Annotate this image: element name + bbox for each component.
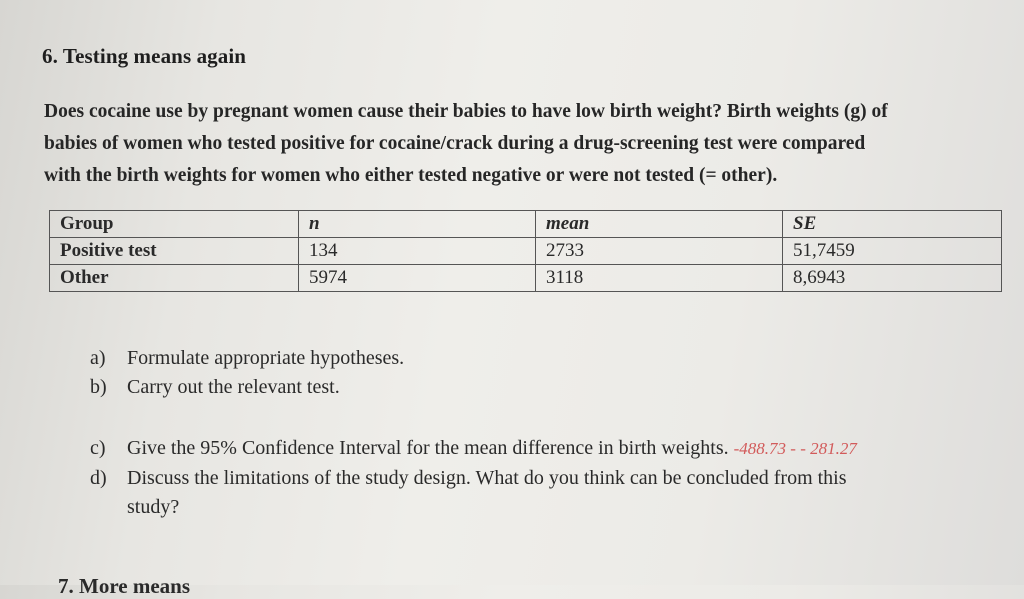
question-text: Carry out the relevant test. (127, 376, 340, 398)
header-group: Group (49, 210, 299, 238)
intro-line: babies of women who tested positive for … (44, 133, 866, 154)
handwritten-answer: -488.73 - - 281.27 (733, 439, 857, 458)
cell-group: Other (49, 264, 299, 292)
table-row: Positive test 134 2733 51,7459 (49, 237, 1002, 265)
intro-line: with the birth weights for women who eit… (44, 165, 778, 186)
intro-line: Does cocaine use by pregnant women cause… (44, 101, 888, 122)
question-d-continued: study? (90, 496, 179, 519)
question-d: d) Discuss the limitations of the study d… (90, 467, 847, 490)
question-a: a) Formulate appropriate hypotheses. (90, 347, 404, 370)
question-label: b) (90, 376, 107, 398)
table-header-row: Group n mean SE (49, 210, 1002, 238)
cell-n: 5974 (298, 264, 536, 292)
cell-se: 51,7459 (782, 237, 1002, 265)
cell-mean: 3118 (535, 264, 783, 292)
header-n: n (298, 210, 536, 238)
question-label: c) (90, 437, 106, 459)
intro-paragraph: Does cocaine use by pregnant women cause… (44, 96, 1012, 192)
header-se: SE (782, 210, 1002, 238)
document-page: 6. Testing means again Does cocaine use … (42, 44, 1012, 598)
question-text: Discuss the limitations of the study des… (127, 467, 847, 489)
question-text: study? (127, 496, 180, 518)
question-label: a) (90, 347, 106, 369)
cell-group: Positive test (49, 237, 299, 265)
table-row: Other 5974 3118 8,6943 (49, 264, 1002, 292)
cell-mean: 2733 (535, 237, 783, 265)
cell-se: 8,6943 (782, 264, 1002, 292)
question-b: b) Carry out the relevant test. (90, 376, 340, 399)
data-table: Group n mean SE Positive test 134 2733 5… (49, 210, 1002, 292)
question-label: d) (90, 467, 107, 489)
next-section-title: 7. More means (58, 574, 190, 598)
question-text: Give the 95% Confidence Interval for the… (127, 437, 729, 459)
question-c: c) Give the 95% Confidence Interval for t… (90, 437, 857, 460)
section-title: 6. Testing means again (42, 44, 247, 68)
cell-n: 134 (298, 237, 536, 265)
question-text: Formulate appropriate hypotheses. (127, 347, 405, 369)
header-mean: mean (535, 210, 783, 238)
